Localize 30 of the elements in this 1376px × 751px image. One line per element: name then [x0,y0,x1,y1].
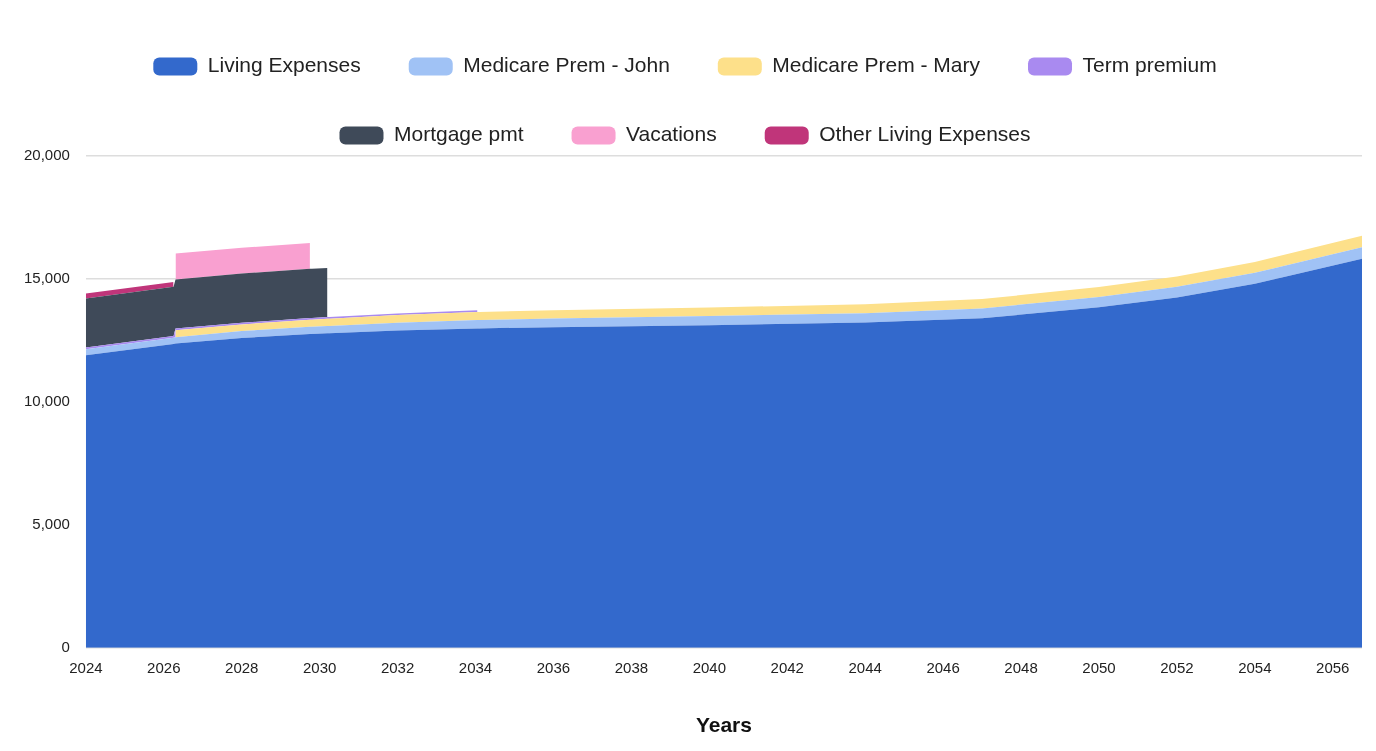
x-tick-label: 2034 [458,658,493,676]
y-tick-label: 10,000 [23,392,70,410]
x-tick-label: 2052 [1160,658,1194,676]
x-tick-label: 2028 [225,658,259,676]
x-tick-label: 2040 [692,658,727,676]
x-tick-label: 2050 [1082,658,1116,676]
x-tick-label: 2026 [147,658,181,676]
x-tick-label: 2042 [770,658,804,676]
x-tick-label: 2046 [926,658,960,676]
x-tick-label: 2056 [1316,658,1350,676]
legend-label: Living Expenses [207,53,361,77]
y-tick-label: 0 [61,637,70,655]
legend-label: Mortgage pmt [394,122,524,146]
x-tick-label: 2024 [69,658,103,676]
legend-label: Other Living Expenses [819,122,1031,146]
y-tick-label: 5,000 [32,514,70,532]
y-tick-label: 15,000 [23,269,70,287]
x-tick-label: 2038 [614,658,649,676]
legend-label: Vacations [626,122,717,146]
x-tick-label: 2032 [380,658,415,676]
legend-label: Medicare Prem - Mary [772,53,981,77]
x-tick-label: 2044 [848,658,882,676]
x-tick-label: 2036 [536,658,571,676]
x-tick-label: 2054 [1238,658,1272,676]
x-tick-label: 2030 [302,658,337,676]
legend-label: Medicare Prem - John [463,53,670,77]
x-tick-label: 2048 [1004,658,1038,676]
legend-label: Term premium [1082,53,1217,77]
x-axis-title: Years [695,713,752,737]
y-tick-label: 20,000 [23,146,70,164]
